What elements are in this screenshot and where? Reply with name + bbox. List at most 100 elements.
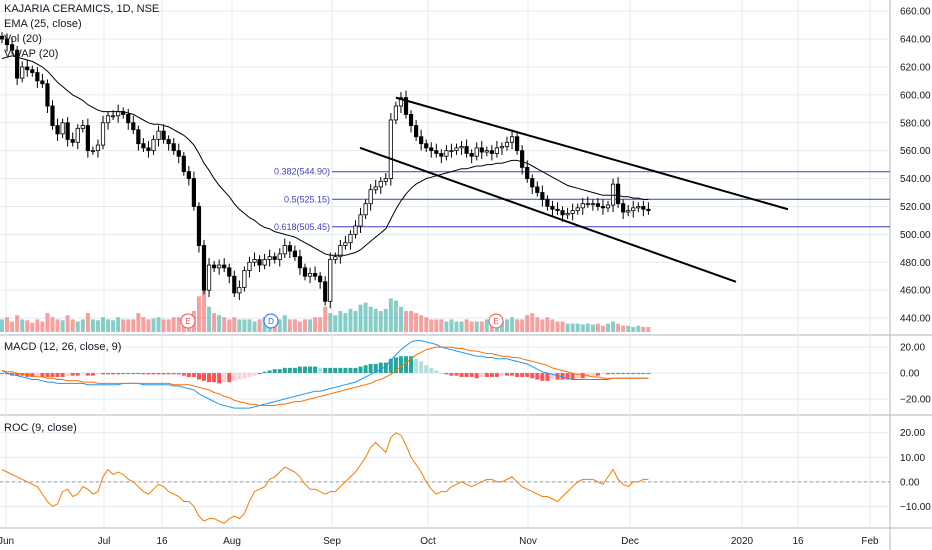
macd-histogram-bar — [111, 373, 116, 375]
event-marker — [488, 313, 504, 329]
candle — [30, 69, 35, 73]
candle — [257, 259, 262, 266]
candle — [70, 139, 75, 143]
time-tick-label: Aug — [223, 536, 241, 547]
candle — [126, 113, 131, 124]
volume-bar — [10, 321, 15, 332]
volume-bar — [227, 319, 232, 332]
candle — [252, 259, 257, 263]
candle — [338, 245, 343, 258]
candle — [323, 281, 328, 302]
macd-histogram-bar — [292, 367, 297, 374]
candle — [565, 213, 570, 216]
candle — [151, 139, 156, 152]
macd-histogram-bar — [106, 373, 111, 375]
volume-bar — [237, 319, 242, 332]
candle — [232, 275, 237, 294]
candle — [459, 146, 464, 149]
candle — [575, 207, 580, 212]
volume-bar — [232, 317, 237, 332]
macd-histogram-bar — [267, 370, 272, 374]
macd-histogram-bar — [237, 373, 242, 380]
candle — [464, 146, 469, 154]
main-legend: KAJARIA CERAMICS, 1D, NSE EMA (25, close… — [4, 2, 159, 62]
volume-bar — [166, 319, 171, 332]
macd-histogram-bar — [611, 373, 616, 375]
time-tick-label: Jul — [98, 536, 111, 547]
time-tick-label: Oct — [420, 536, 436, 547]
macd-histogram-bar — [95, 373, 100, 375]
candle — [388, 119, 393, 179]
event-marker-label: E — [185, 317, 190, 326]
candle — [484, 150, 489, 153]
candle — [585, 203, 590, 206]
volume-bar — [95, 320, 100, 332]
candle — [489, 150, 494, 154]
macd-legend: MACD (12, 26, close, 9) — [4, 340, 121, 355]
candle — [237, 286, 242, 294]
candle — [201, 245, 207, 291]
macd-histogram-bar — [409, 356, 414, 374]
macd-histogram-bar — [474, 373, 479, 379]
candle — [181, 155, 186, 172]
macd-histogram-bar — [116, 373, 121, 375]
macd-histogram-bar — [297, 366, 302, 374]
volume-bar — [383, 308, 388, 332]
candle — [100, 122, 106, 146]
ema-line — [1, 55, 649, 256]
volume-bar — [449, 319, 454, 332]
candle — [282, 245, 287, 255]
macd-histogram-bar — [35, 373, 40, 376]
volume-bar — [0, 319, 4, 332]
macd-histogram-bar — [616, 373, 621, 375]
macd-histogram-bar — [489, 373, 494, 377]
volume-bar — [303, 319, 307, 332]
macd-histogram-bar — [388, 358, 393, 374]
candle — [444, 150, 449, 157]
macd-histogram-bar — [207, 373, 212, 383]
macd-histogram-bar — [25, 373, 30, 377]
macd-histogram-bar — [338, 367, 343, 374]
roc-tick-label: 0.00 — [900, 477, 920, 488]
candle — [312, 273, 318, 277]
candle — [50, 105, 55, 126]
candle — [595, 203, 601, 207]
macd-histogram-bar — [560, 373, 565, 380]
candle — [277, 253, 282, 260]
candle — [186, 171, 191, 179]
roc-title: ROC (9, close) — [4, 422, 77, 434]
time-tick-label: Jun — [0, 536, 14, 547]
volume-bar — [424, 317, 429, 332]
macd-histogram-bar — [212, 373, 217, 383]
time-tick-label: 16 — [792, 536, 804, 547]
roc-tick-label: 20.00 — [900, 428, 925, 439]
candle — [515, 136, 520, 152]
macd-histogram-bar — [590, 373, 595, 376]
volume-bar — [90, 319, 95, 332]
macd-histogram-bar — [363, 365, 368, 374]
candle — [262, 259, 267, 266]
macd-histogram-bar — [70, 373, 75, 376]
roc-line — [1, 432, 649, 525]
macd-histogram-bar — [146, 373, 151, 375]
macd-histogram-bar — [131, 373, 136, 375]
event-marker-label: D — [268, 317, 274, 326]
volume-bar — [419, 315, 424, 332]
volume-bar — [499, 321, 504, 332]
volume-bar — [121, 319, 126, 332]
macd-histogram-bar — [45, 373, 50, 377]
candle — [479, 147, 484, 153]
volume-bar — [15, 315, 20, 332]
volume-bar — [444, 321, 449, 332]
time-tick-label: Sep — [323, 536, 341, 547]
macd-histogram-bar — [30, 373, 35, 377]
macd-line — [1, 340, 649, 409]
macd-histogram-bar — [530, 373, 535, 379]
price-tick-label: 640.00 — [900, 35, 931, 46]
volume-bar — [35, 319, 40, 332]
candle — [525, 166, 530, 179]
price-tick-label: 580.00 — [900, 118, 931, 129]
volume-bar — [277, 319, 282, 332]
candle — [131, 122, 136, 131]
